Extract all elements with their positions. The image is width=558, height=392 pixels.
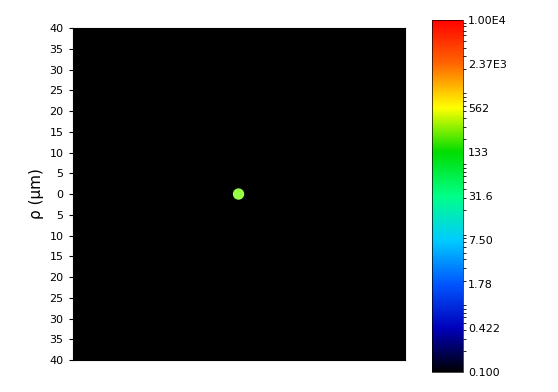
Circle shape xyxy=(234,189,243,199)
Y-axis label: ρ (μm): ρ (μm) xyxy=(29,169,44,220)
PathPatch shape xyxy=(73,28,405,360)
